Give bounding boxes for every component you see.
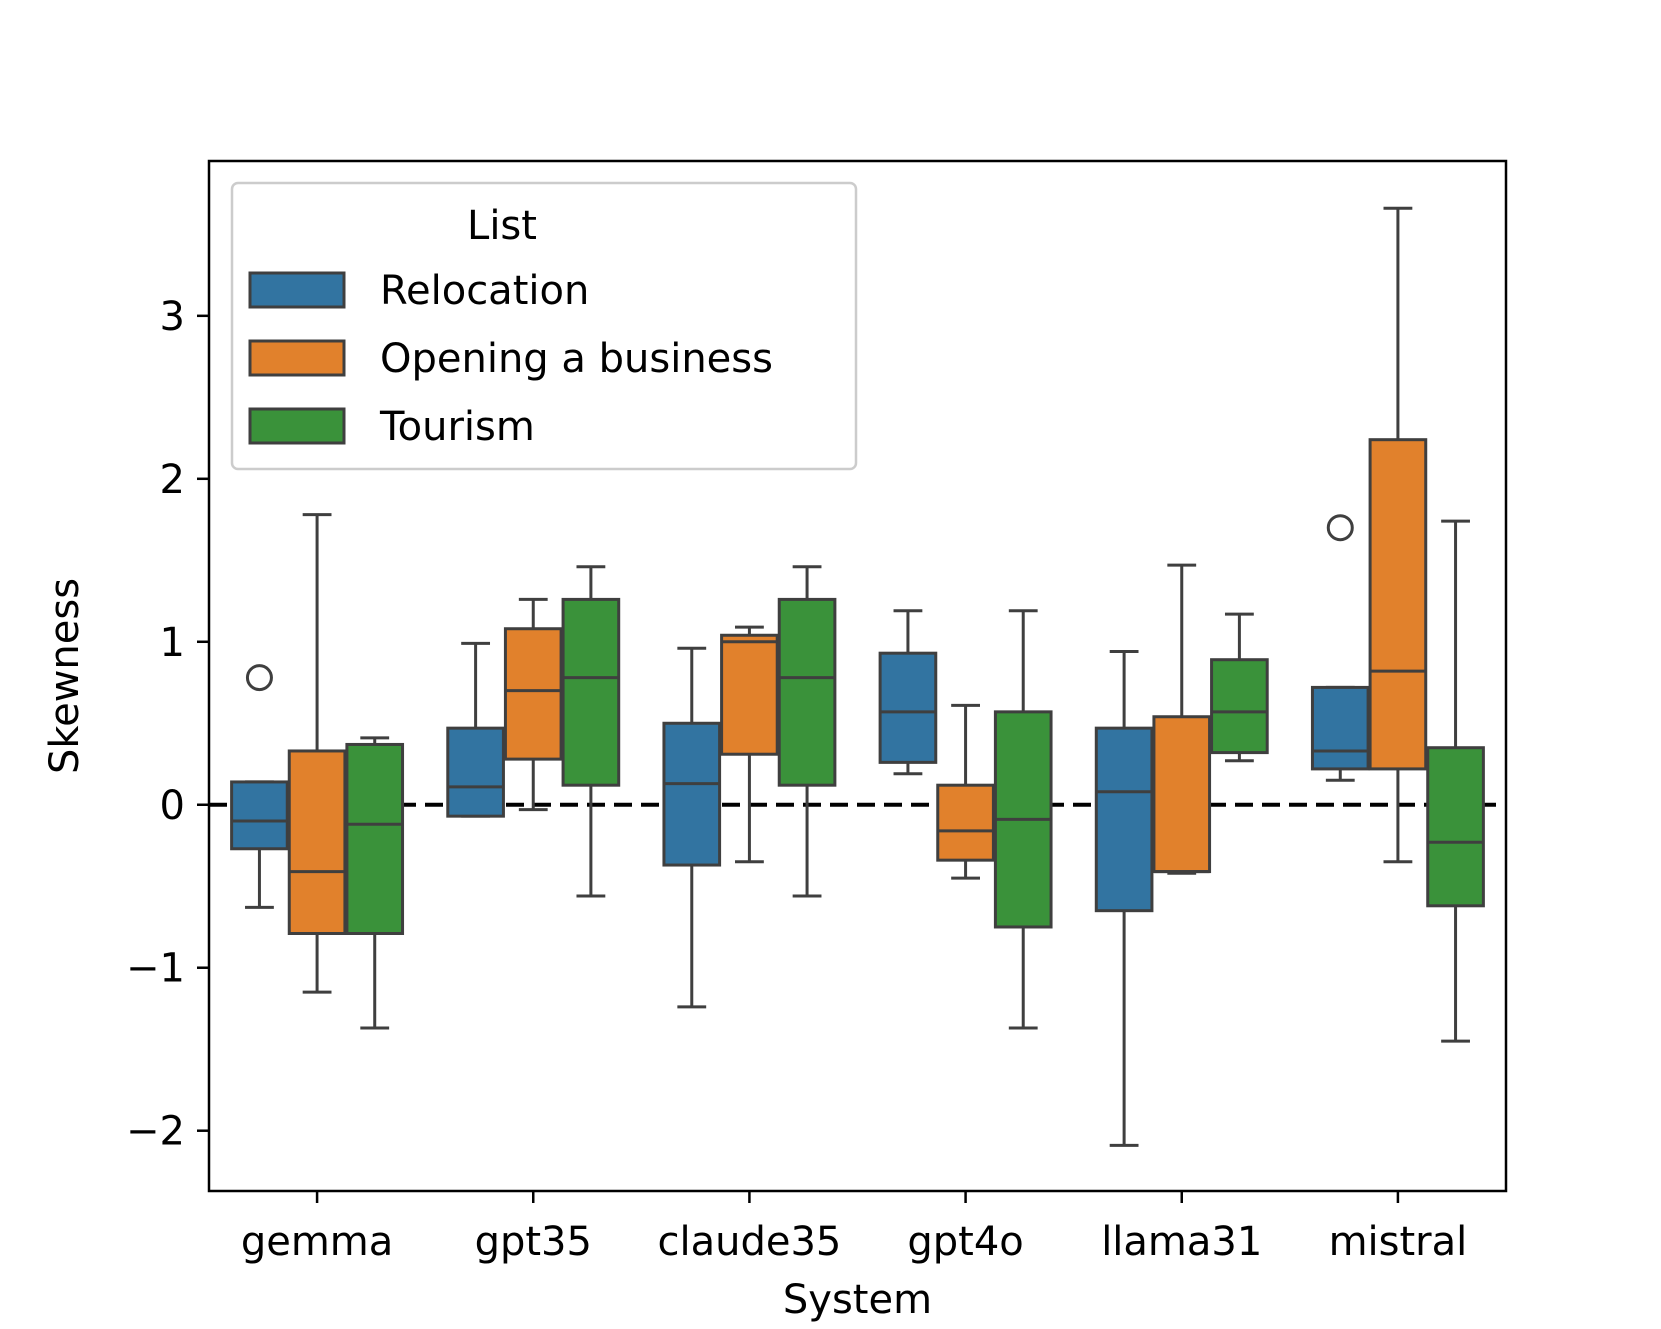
iqr-box bbox=[1310, 685, 1370, 771]
iqr-box bbox=[446, 726, 505, 818]
x-axis: gemma gpt35 claude35 gpt4o llama31 mistral bbox=[241, 1191, 1467, 1265]
y-tick-label: 1 bbox=[160, 620, 185, 666]
iqr-box bbox=[936, 783, 995, 862]
legend-item-tourism: Tourism bbox=[248, 404, 535, 450]
y-tick-label: −1 bbox=[126, 946, 185, 992]
box-gpt4o-1 bbox=[936, 703, 995, 880]
outlier-point bbox=[1326, 514, 1354, 542]
y-tick-label: 3 bbox=[160, 294, 185, 340]
x-tick-label: gemma bbox=[241, 1219, 393, 1265]
legend-label: Tourism bbox=[379, 404, 535, 450]
iqr-box bbox=[1426, 746, 1485, 908]
series-tourism bbox=[345, 519, 1485, 1043]
box-claude35-0 bbox=[662, 646, 722, 1009]
boxplot-marks bbox=[230, 206, 1485, 1147]
box-gpt4o-2 bbox=[993, 609, 1053, 1030]
box-gemma-1 bbox=[287, 513, 347, 994]
x-tick-label: mistral bbox=[1329, 1219, 1468, 1265]
iqr-box bbox=[662, 721, 722, 867]
y-tick-label: 0 bbox=[160, 783, 185, 829]
legend-frame bbox=[230, 181, 858, 471]
legend-title: List bbox=[467, 203, 537, 249]
legend-label: Opening a business bbox=[380, 336, 773, 382]
box-gpt4o-0 bbox=[878, 609, 938, 776]
box-llama31-0 bbox=[1094, 650, 1154, 1147]
box-claude35-1 bbox=[720, 625, 779, 864]
iqr-box bbox=[777, 597, 837, 787]
legend-item-relocation: Relocation bbox=[248, 268, 589, 314]
legend-swatch bbox=[248, 339, 346, 377]
y-axis-label: Skewness bbox=[42, 578, 88, 774]
x-tick-label: claude35 bbox=[657, 1219, 841, 1265]
iqr-box bbox=[561, 597, 621, 787]
box-llama31-1 bbox=[1152, 563, 1212, 875]
box-mistral-1 bbox=[1368, 206, 1428, 864]
box-gpt35-0 bbox=[446, 641, 505, 818]
iqr-box bbox=[1368, 438, 1428, 771]
x-tick-label: llama31 bbox=[1101, 1219, 1262, 1265]
box-gpt35-2 bbox=[561, 565, 621, 898]
box-mistral-2 bbox=[1426, 519, 1485, 1043]
iqr-box bbox=[287, 749, 347, 936]
legend-label: Relocation bbox=[380, 268, 589, 314]
box-claude35-2 bbox=[777, 565, 837, 898]
plot-area-frame bbox=[207, 159, 1508, 1193]
legend-item-opening-a-business: Opening a business bbox=[248, 336, 773, 382]
iqr-box bbox=[1094, 726, 1154, 913]
box-mistral-0 bbox=[1310, 514, 1370, 782]
y-tick-label: 2 bbox=[160, 457, 185, 503]
legend: List Relocation Opening a business Tourism bbox=[230, 181, 858, 471]
box-llama31-2 bbox=[1210, 612, 1269, 763]
legend-swatch bbox=[248, 407, 346, 445]
y-axis: −2 −1 0 1 2 3 bbox=[126, 294, 209, 1155]
box-gemma-2 bbox=[345, 736, 405, 1030]
iqr-box bbox=[503, 627, 563, 761]
x-axis-label: System bbox=[783, 1277, 932, 1323]
box-gemma-0 bbox=[230, 664, 289, 909]
x-tick-label: gpt35 bbox=[475, 1219, 592, 1265]
iqr-box bbox=[345, 742, 405, 935]
box-gpt35-1 bbox=[503, 597, 563, 812]
x-tick-label: gpt4o bbox=[907, 1219, 1023, 1265]
series-opening-a-business bbox=[287, 206, 1428, 994]
iqr-box bbox=[720, 633, 779, 756]
series-relocation bbox=[230, 514, 1370, 1147]
outlier-point bbox=[245, 664, 273, 692]
iqr-box bbox=[230, 780, 289, 851]
legend-swatch bbox=[248, 271, 346, 309]
iqr-box bbox=[1210, 658, 1269, 755]
y-tick-label: −2 bbox=[126, 1109, 185, 1155]
iqr-box bbox=[878, 651, 938, 764]
iqr-box bbox=[1152, 715, 1212, 874]
